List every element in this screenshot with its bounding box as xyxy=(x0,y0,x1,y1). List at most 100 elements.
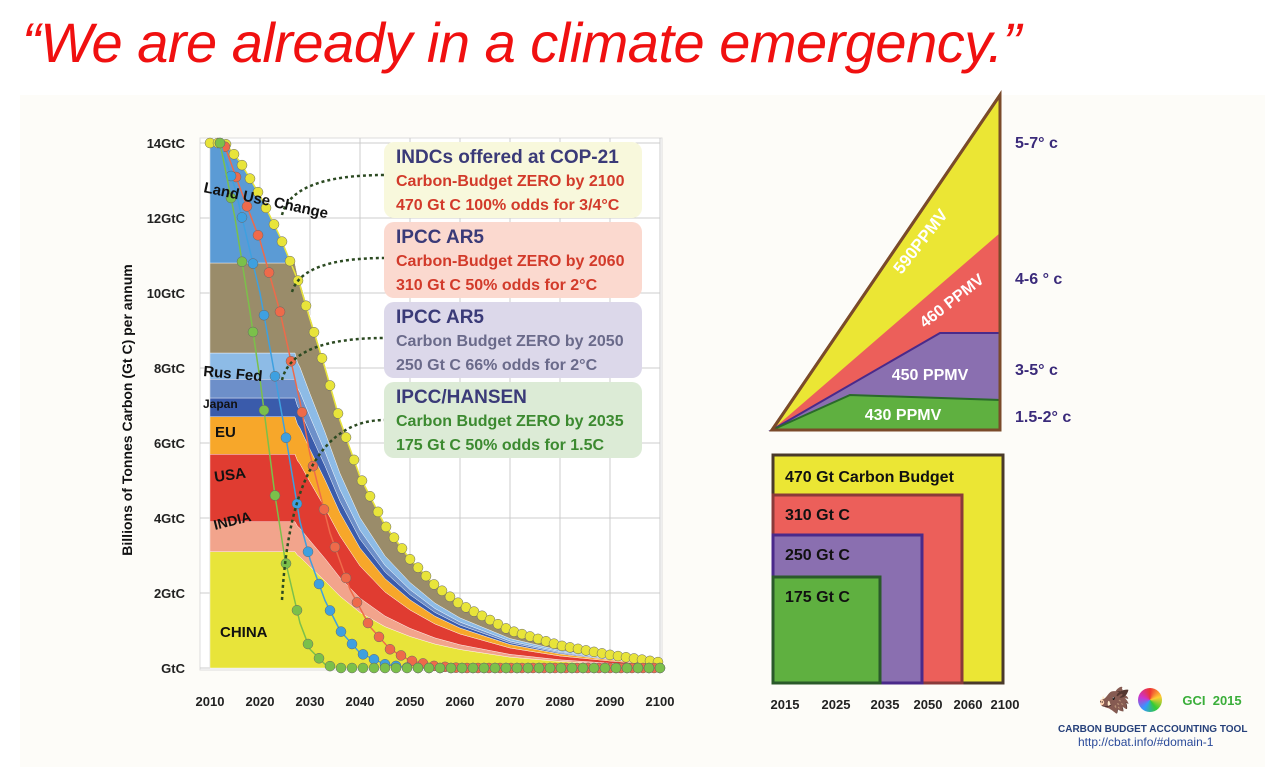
series-point xyxy=(324,660,336,672)
axes: 2010 2020 2030 2040 2050 2060 2070 2080 2090 2100… xyxy=(147,136,675,709)
x-tick-label: 2010 xyxy=(196,694,225,709)
label-japan: Japan xyxy=(203,397,238,411)
series-point xyxy=(566,662,578,674)
y-tick-label: 6GtC xyxy=(154,436,186,451)
temp-label: 4-6 ° c xyxy=(1015,271,1062,288)
series-point xyxy=(241,201,253,212)
series-point xyxy=(544,662,556,674)
series-point xyxy=(302,546,314,557)
series-point xyxy=(384,644,396,655)
series-point xyxy=(252,230,264,241)
series-point xyxy=(423,662,435,674)
series-point xyxy=(291,605,303,616)
series-point xyxy=(268,219,280,230)
cbat-logo: 🐗 GCI 2015 CARBON BUDGET ACCOUNTING TOOL… xyxy=(1058,684,1263,750)
callout-box: IPCC AR5 Carbon Budget ZERO by 2050 250 Gt… xyxy=(384,302,642,378)
series-point xyxy=(390,662,402,674)
temp-label: 1.5-2° c xyxy=(1015,409,1071,426)
series-point xyxy=(632,662,644,674)
url-link[interactable]: http://cbat.info/#domain-1 xyxy=(1078,735,1214,749)
boar-icon: 🐗 xyxy=(1098,684,1131,715)
series-point xyxy=(599,662,611,674)
series-point xyxy=(368,662,380,674)
budget-x-tick: 2015 xyxy=(771,697,800,712)
budget-label: 310 Gt C xyxy=(785,507,850,524)
y-tick-label: 12GtC xyxy=(147,211,186,226)
series-point xyxy=(357,662,369,674)
callout-line: Carbon Budget ZERO by 2035 xyxy=(396,413,624,430)
series-point xyxy=(588,662,600,674)
series-point xyxy=(313,578,325,590)
series-point xyxy=(280,432,292,443)
series-point xyxy=(308,327,320,338)
series-point xyxy=(522,662,534,674)
series-point xyxy=(434,662,446,674)
y-tick-label: 8GtC xyxy=(154,361,186,376)
label-eu: EU xyxy=(215,424,236,441)
series-point xyxy=(225,192,237,204)
series-point xyxy=(228,149,240,160)
budget-x-tick: 2035 xyxy=(871,697,900,712)
x-tick-label: 2050 xyxy=(396,694,425,709)
x-tick-label: 2060 xyxy=(446,694,475,709)
series-point xyxy=(214,137,226,149)
y-tick-label: 14GtC xyxy=(147,136,186,151)
series-point xyxy=(332,408,344,419)
callout-title: IPCC/HANSEN xyxy=(396,387,527,408)
x-tick-label: 2100 xyxy=(646,694,675,709)
series-point xyxy=(610,662,622,674)
series-point xyxy=(274,306,286,317)
series-point xyxy=(324,380,336,391)
x-tick-label: 2070 xyxy=(496,694,525,709)
series-point xyxy=(379,662,391,674)
series-point xyxy=(467,662,479,674)
series-point xyxy=(420,570,432,582)
series-point xyxy=(296,407,308,418)
series-point xyxy=(260,202,272,214)
series-point xyxy=(404,554,416,565)
series-point xyxy=(555,662,567,674)
series-point xyxy=(643,662,655,674)
series-point xyxy=(489,662,501,674)
budget-square xyxy=(771,575,882,685)
series-point xyxy=(252,186,264,198)
series-point xyxy=(244,173,256,184)
x-tick-label: 2040 xyxy=(346,694,375,709)
series-point xyxy=(351,597,363,608)
series-point xyxy=(236,159,248,171)
series-point xyxy=(329,541,341,553)
series-point xyxy=(316,353,328,364)
series-point xyxy=(258,405,270,416)
callout-title: IPCC AR5 xyxy=(396,227,484,248)
series-point xyxy=(396,543,408,554)
series-point xyxy=(269,371,281,382)
series-point xyxy=(236,212,248,223)
ppmv-label: 450 PPMV xyxy=(892,367,969,384)
series-point xyxy=(364,491,376,502)
x-tick-label: 2030 xyxy=(296,694,325,709)
budget-label: 250 Gt C xyxy=(785,547,850,564)
y-tick-label: 2GtC xyxy=(154,586,186,601)
gci-label: GCI 2015 xyxy=(1182,692,1242,708)
callout-line: 250 Gt C 66% odds for 2°C xyxy=(396,357,598,374)
series-point xyxy=(346,662,358,674)
callout-title: INDCs offered at COP-21 xyxy=(396,147,619,168)
y-tick-label: 10GtC xyxy=(147,286,186,301)
series-point xyxy=(346,638,358,650)
series-point xyxy=(395,650,407,661)
series-point xyxy=(340,432,352,443)
series-point xyxy=(444,591,456,602)
budget-label: 470 Gt Carbon Budget xyxy=(785,469,955,486)
y-tick-label: GtC xyxy=(161,661,185,676)
callout-line: Carbon-Budget ZERO by 2100 xyxy=(396,173,625,190)
series-point xyxy=(247,326,259,338)
ppmv-label: 430 PPMV xyxy=(865,407,942,424)
temp-label: 3-5° c xyxy=(1015,362,1058,379)
series-point xyxy=(302,638,314,650)
connector-line xyxy=(290,256,386,293)
series-point xyxy=(412,662,424,674)
callout-box: IPCC AR5 Carbon-Budget ZERO by 2060 310 Gt… xyxy=(384,222,642,298)
callout-title: IPCC AR5 xyxy=(396,307,484,328)
callout-line: Carbon Budget ZERO by 2050 xyxy=(396,333,624,350)
series-point xyxy=(654,662,666,674)
